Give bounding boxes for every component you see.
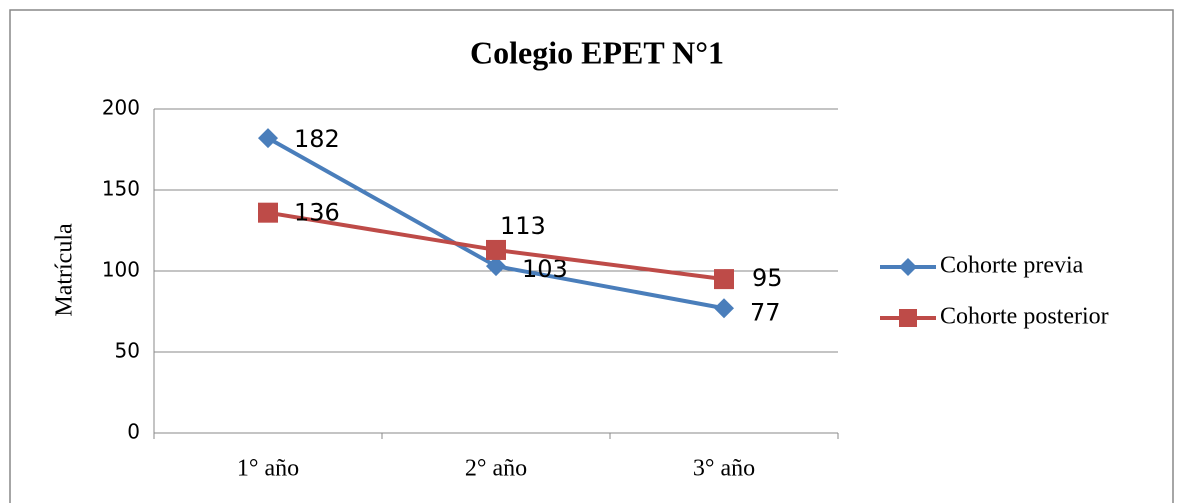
marker — [714, 269, 734, 290]
data-label: 77 — [750, 298, 781, 326]
data-label: 136 — [294, 199, 340, 227]
marker — [899, 258, 917, 276]
marker — [899, 309, 917, 327]
legend-label: Cohorte previa — [940, 253, 1084, 279]
y-tick-label: 0 — [127, 420, 140, 444]
data-label: 95 — [752, 264, 783, 292]
y-tick-label: 200 — [102, 96, 140, 120]
marker — [486, 239, 506, 260]
y-tick-label: 100 — [102, 258, 140, 282]
chart-frame — [9, 9, 1174, 503]
y-tick-label: 150 — [102, 177, 140, 201]
x-tick-label: 2° año — [465, 456, 527, 482]
x-tick-label: 3° año — [693, 456, 755, 482]
marker — [258, 128, 278, 149]
y-axis-label: Matrícula — [52, 223, 78, 317]
marker — [714, 298, 734, 319]
data-label: 182 — [294, 125, 340, 153]
data-label: 113 — [500, 212, 546, 240]
y-tick-label: 50 — [115, 339, 140, 363]
marker — [486, 256, 506, 277]
chart-title: Colegio EPET N°1 — [470, 34, 724, 70]
legend-label: Cohorte posterior — [940, 304, 1109, 330]
marker — [258, 202, 278, 223]
x-tick-label: 1° año — [237, 456, 299, 482]
